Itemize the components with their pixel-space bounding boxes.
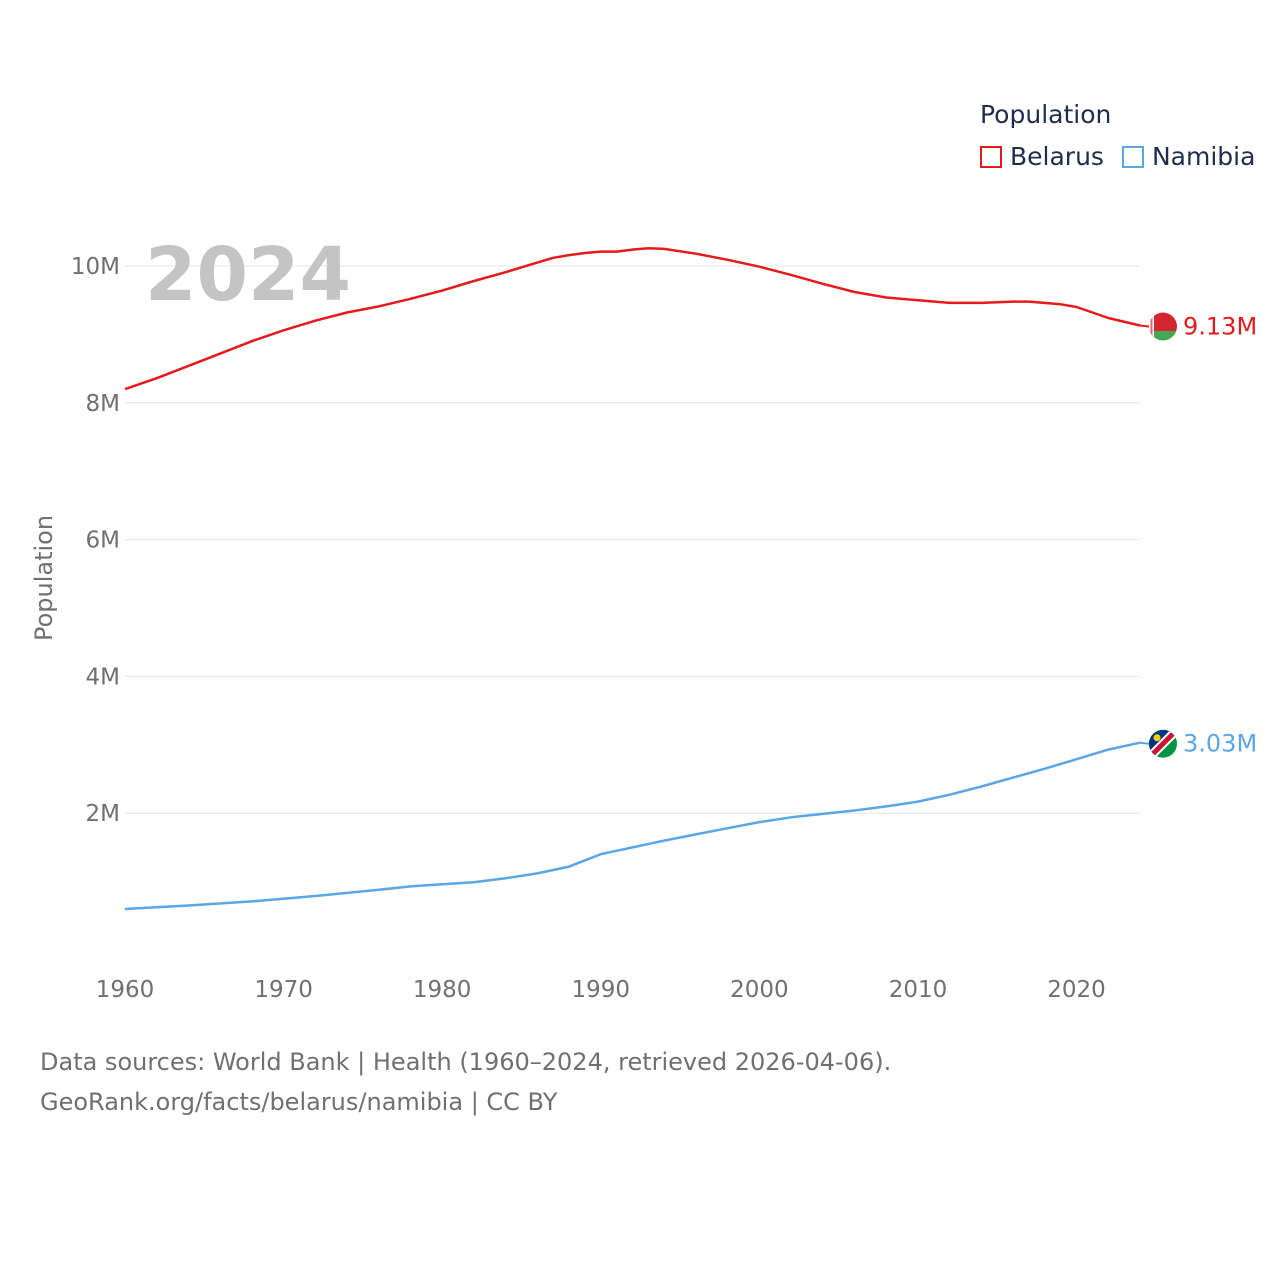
namibia-flag-icon [1149, 729, 1177, 758]
gridlines [125, 265, 1140, 814]
end-connector-belarus [1139, 324, 1150, 328]
x-tick-label-2020: 2020 [1047, 977, 1106, 1003]
source-link[interactable]: GeoRank.org/facts/belarus/namibia | CC B… [40, 1088, 558, 1116]
legend-label-belarus: Belarus [1010, 142, 1104, 171]
legend-item-belarus[interactable]: Belarus [980, 142, 1104, 171]
y-axis-ticks: 2M 4M 6M 8M 10M [71, 254, 120, 827]
legend: Belarus Namibia [980, 142, 1273, 171]
end-label-belarus: 9.13M [1183, 313, 1257, 341]
end-connector-namibia [1139, 741, 1150, 745]
footer: Data sources: World Bank | Health (1960–… [40, 1042, 891, 1122]
x-tick-label-2000: 2000 [730, 977, 789, 1003]
legend-title: Population [980, 100, 1112, 129]
flag-ornament-pattern [1150, 312, 1153, 341]
flag-sun [1153, 734, 1161, 742]
year-label: 2024 [145, 232, 351, 318]
y-tick-label-8M: 8M [86, 391, 120, 417]
end-label-namibia: 3.03M [1183, 730, 1257, 758]
y-axis-title: Population [30, 515, 58, 641]
x-tick-label-2010: 2010 [889, 977, 948, 1003]
flag-stripe-red [1149, 312, 1177, 331]
legend-swatch-belarus [980, 145, 1002, 168]
legend-swatch-namibia [1121, 145, 1144, 168]
flag-body-namibia [1149, 729, 1177, 758]
data-sources-text: Data sources: World Bank | Health (1960–… [40, 1048, 892, 1076]
flag-body-belarus [1149, 312, 1177, 341]
series-lines [124, 246, 1141, 911]
x-tick-label-1990: 1990 [572, 977, 631, 1003]
x-tick-label-1980: 1980 [413, 977, 472, 1003]
x-tick-label-1960: 1960 [96, 977, 155, 1003]
y-tick-label-6M: 6M [86, 528, 120, 554]
y-tick-label-10M: 10M [71, 254, 120, 280]
x-axis-ticks: 1960 1970 1980 1990 2000 2010 2020 [96, 977, 1106, 1003]
series-line-namibia [124, 741, 1141, 911]
flag-stripe-green [1149, 330, 1177, 341]
y-tick-label-2M: 2M [86, 801, 120, 827]
legend-item-namibia[interactable]: Namibia [1121, 142, 1256, 171]
series-line-belarus [124, 246, 1141, 391]
x-tick-label-1970: 1970 [254, 977, 313, 1003]
belarus-flag-icon [1149, 312, 1177, 341]
legend-label-namibia: Namibia [1151, 142, 1256, 171]
y-tick-label-4M: 4M [86, 664, 120, 690]
end-markers: 9.13M 3.03M [1139, 312, 1257, 758]
